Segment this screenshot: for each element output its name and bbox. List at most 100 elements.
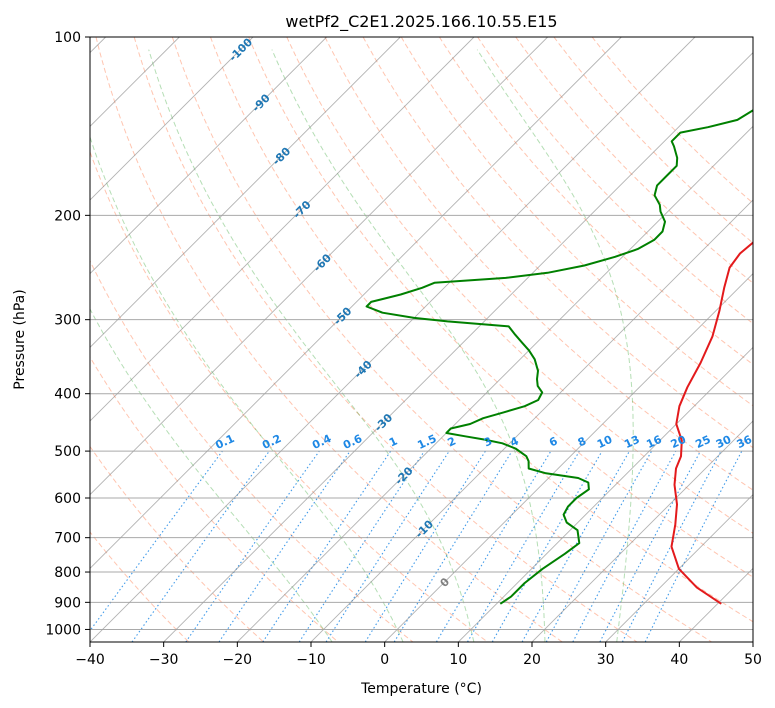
plot-frame bbox=[89, 36, 754, 643]
mixing-ratio-line bbox=[325, 450, 450, 642]
dry-adiabat bbox=[248, 37, 753, 578]
mixing-ratio-label: 30 bbox=[714, 433, 734, 451]
dry-adiabat bbox=[90, 531, 190, 642]
isotherm bbox=[90, 37, 327, 275]
mixing-ratio-label: 6 bbox=[547, 434, 560, 449]
mixing-ratio-line bbox=[131, 450, 270, 642]
y-axis-label: Pressure (hPa) bbox=[12, 289, 28, 389]
x-tick-label: −20 bbox=[223, 652, 253, 668]
y-tick-label: 400 bbox=[54, 387, 81, 403]
dry-adiabat bbox=[324, 37, 753, 491]
isotherm-label: -90 bbox=[250, 91, 273, 114]
mixing-ratio-line bbox=[572, 450, 677, 642]
x-tick-label: 20 bbox=[523, 652, 541, 668]
isotherm bbox=[163, 52, 753, 642]
x-tick-label: 40 bbox=[670, 652, 688, 668]
isotherm bbox=[605, 494, 753, 642]
x-tick-label: 50 bbox=[744, 652, 762, 668]
x-tick-label: −10 bbox=[296, 652, 326, 668]
mixing-ratio-label: 16 bbox=[644, 433, 664, 451]
isotherm bbox=[679, 567, 753, 642]
moist-adiabat bbox=[271, 49, 546, 642]
mixing-ratio-lines bbox=[90, 450, 743, 642]
mixing-ratio-line bbox=[218, 450, 351, 642]
mixing-ratio-label: 0.1 bbox=[213, 432, 236, 452]
inner-line-labels: 0.1 0.2 0.4 0.6 1 1.5 2 3 4 6 8 10 13 16 20 25 30 36-100-… bbox=[213, 35, 755, 590]
dry-adiabat bbox=[90, 259, 414, 642]
isotherm-label: 0 bbox=[438, 575, 453, 590]
dry-adiabat bbox=[90, 356, 339, 642]
dry-adiabat bbox=[553, 37, 753, 244]
y-tick-label: 500 bbox=[54, 444, 81, 460]
isotherm bbox=[90, 37, 548, 496]
isotherm bbox=[237, 125, 753, 642]
chart-title: wetPf2_C2E1.2025.166.10.55.E15 bbox=[285, 12, 557, 32]
isotherm bbox=[90, 37, 475, 422]
y-axis: 100 200 300 400 500 600 700 800 900 1000 bbox=[45, 30, 90, 638]
y-tick-label: 600 bbox=[54, 491, 81, 507]
mixing-ratio-label: 1.5 bbox=[415, 432, 438, 452]
isotherm bbox=[752, 641, 753, 642]
profile-series bbox=[365, 109, 753, 605]
mixing-ratio-label: 25 bbox=[693, 433, 712, 451]
moist-adiabat bbox=[90, 308, 333, 642]
isotherm-label: -50 bbox=[331, 304, 354, 327]
isotherm-label: -70 bbox=[290, 198, 313, 221]
x-axis-label: Temperature (°C) bbox=[360, 681, 482, 697]
x-tick-label: 10 bbox=[449, 652, 467, 668]
mixing-ratio-line bbox=[521, 450, 630, 642]
moist-adiabats bbox=[90, 49, 634, 642]
dry-adiabat bbox=[171, 37, 712, 642]
mixing-ratio-line bbox=[393, 450, 513, 642]
mixing-ratio-label: 0.2 bbox=[260, 432, 283, 452]
isotherm bbox=[384, 273, 753, 642]
isotherm-label: -100 bbox=[226, 35, 255, 64]
mixing-ratio-line bbox=[644, 450, 743, 642]
dry-adiabat bbox=[133, 37, 638, 642]
x-tick-label: 0 bbox=[380, 652, 389, 668]
mixing-ratio-line bbox=[90, 450, 223, 632]
temperature-profile-line bbox=[670, 241, 753, 605]
isotherm bbox=[90, 37, 401, 348]
isotherm bbox=[90, 37, 622, 569]
mixing-ratio-label: 20 bbox=[669, 433, 689, 451]
isotherm bbox=[531, 420, 753, 642]
x-axis: −40 −30 −20 −10 0 10 20 30 40 50 bbox=[75, 642, 762, 668]
x-tick-label: −40 bbox=[75, 652, 105, 668]
y-tick-label: 800 bbox=[54, 565, 81, 581]
moist-adiabat bbox=[476, 49, 634, 642]
mixing-ratio-line bbox=[262, 450, 392, 642]
dry-adiabat bbox=[210, 37, 753, 623]
y-tick-label: 100 bbox=[54, 30, 81, 46]
mixing-ratio-label: 0.4 bbox=[310, 432, 333, 452]
moist-adiabat bbox=[148, 49, 475, 642]
isotherm-label: -60 bbox=[311, 251, 334, 274]
dry-adiabat bbox=[400, 37, 753, 407]
mixing-ratio-label: 36 bbox=[735, 433, 755, 451]
y-tick-label: 1000 bbox=[45, 622, 81, 638]
y-tick-label: 900 bbox=[54, 595, 81, 611]
dry-adiabat bbox=[591, 37, 753, 204]
y-tick-label: 700 bbox=[54, 531, 81, 547]
isotherm bbox=[310, 199, 753, 642]
x-tick-label: −30 bbox=[149, 652, 179, 668]
dry-adiabat bbox=[286, 37, 753, 534]
dry-adiabats bbox=[90, 37, 753, 642]
mixing-ratio-line bbox=[435, 450, 552, 642]
x-tick-label: 30 bbox=[597, 652, 615, 668]
dry-adiabat bbox=[515, 37, 753, 284]
mixing-ratio-label: 1 bbox=[387, 434, 399, 449]
y-tick-label: 300 bbox=[54, 313, 81, 329]
mixing-ratio-line bbox=[298, 450, 425, 642]
isotherm bbox=[458, 346, 753, 642]
dry-adiabat bbox=[90, 150, 488, 642]
isotherm-label: -40 bbox=[352, 358, 375, 381]
y-tick-label: 200 bbox=[54, 208, 81, 224]
dry-adiabat bbox=[438, 37, 753, 366]
mixing-ratio-label: 13 bbox=[622, 433, 641, 451]
mixing-ratio-line bbox=[545, 450, 653, 642]
dry-adiabat bbox=[90, 445, 264, 642]
isotherm bbox=[90, 37, 696, 642]
dewpoint-profile-line bbox=[365, 109, 753, 605]
